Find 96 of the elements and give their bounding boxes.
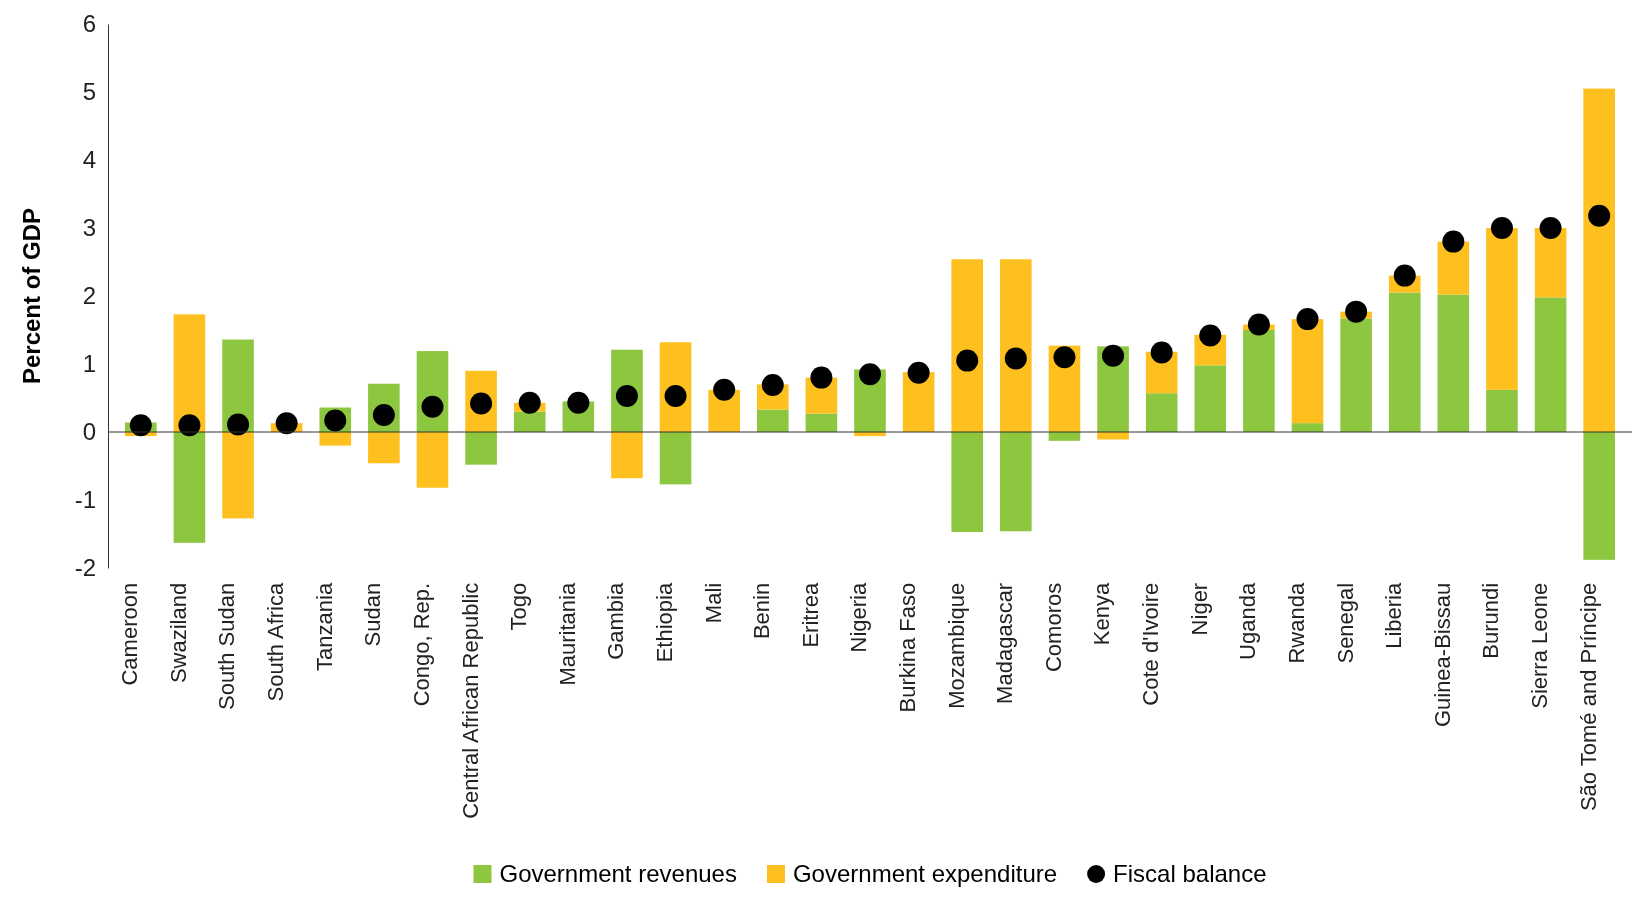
- point: [810, 366, 833, 389]
- bar: [1388, 292, 1421, 432]
- x-tick-label: Guinea-Bissau: [1429, 582, 1455, 728]
- x-tick-label: Cote d'Ivoire: [1138, 582, 1164, 706]
- bar: [513, 411, 546, 432]
- bar: [1000, 259, 1032, 432]
- y-tick-label: 3: [82, 214, 96, 242]
- point: [275, 412, 298, 435]
- bar: [416, 432, 449, 488]
- x-tick-label: Rwanda: [1283, 582, 1309, 664]
- x-tick-label: Tanzania: [311, 582, 337, 671]
- y-tick-label: 5: [82, 78, 96, 106]
- x-tick-label: Burundi: [1478, 582, 1504, 659]
- x-tick-label: Mozambique: [943, 582, 969, 709]
- point: [1102, 344, 1125, 367]
- point: [1053, 346, 1076, 369]
- x-tick-label: Kenya: [1089, 582, 1115, 646]
- y-axis-title: Percent of GDP: [18, 207, 45, 385]
- x-tick-label: Togo: [506, 582, 532, 631]
- point: [227, 413, 250, 436]
- bar: [1583, 432, 1615, 560]
- x-tick-label: Eritrea: [797, 582, 823, 648]
- x-tick-label: South Africa: [263, 582, 289, 702]
- bar: [1486, 228, 1518, 390]
- point: [1004, 347, 1027, 370]
- x-tick-label: Swaziland: [165, 582, 191, 684]
- point: [956, 349, 979, 372]
- y-tick-label: 0: [82, 418, 96, 446]
- bar: [756, 409, 789, 432]
- y-tick-label: -2: [74, 554, 96, 582]
- x-tick-label: Sierra Leone: [1526, 582, 1552, 709]
- bar: [1145, 393, 1178, 432]
- y-tick-label: 6: [82, 10, 96, 38]
- point: [1393, 264, 1416, 287]
- point: [1296, 308, 1319, 331]
- point: [567, 391, 590, 414]
- y-tick-label: 4: [82, 146, 96, 174]
- y-tick-label: 1: [82, 350, 96, 378]
- bar: [805, 413, 838, 432]
- point: [178, 414, 201, 437]
- point: [713, 378, 736, 401]
- bar: [951, 259, 984, 432]
- x-tick-label: Comoros: [1040, 582, 1066, 673]
- bar: [1340, 318, 1372, 432]
- x-tick-label: Senegal: [1332, 582, 1358, 664]
- point: [1247, 313, 1270, 336]
- x-tick-label: Gambia: [603, 582, 629, 660]
- x-tick-label: Niger: [1186, 582, 1212, 636]
- x-tick-label: Uganda: [1235, 582, 1261, 660]
- bar: [465, 432, 497, 465]
- legend-label: Government expenditure: [792, 860, 1058, 887]
- bar: [1291, 319, 1324, 424]
- x-tick-label: South Sudan: [214, 582, 240, 711]
- x-tick-label: Benin: [749, 582, 775, 640]
- bar: [611, 432, 643, 479]
- point: [1345, 300, 1368, 323]
- bar: [173, 432, 206, 543]
- x-tick-label: Central African Republic: [457, 582, 483, 819]
- legend-label: Fiscal balance: [1113, 860, 1267, 887]
- y-tick-label: -1: [74, 486, 96, 514]
- bar: [319, 432, 352, 446]
- point: [518, 391, 541, 414]
- bar: [951, 432, 984, 532]
- x-tick-label: Cameroon: [117, 582, 143, 686]
- point: [1539, 217, 1562, 239]
- point: [1150, 341, 1173, 364]
- x-tick-label: São Tomé and Príncipe: [1575, 582, 1601, 812]
- point: [1490, 217, 1513, 239]
- point: [907, 361, 930, 384]
- point: [859, 363, 881, 386]
- x-tick-label: Madagascar: [992, 582, 1018, 704]
- bar: [659, 432, 692, 485]
- point: [1442, 230, 1465, 253]
- point: [421, 395, 444, 418]
- bar: [1583, 88, 1615, 432]
- bar: [1534, 297, 1567, 432]
- point: [1588, 204, 1611, 227]
- x-tick-label: Mali: [700, 582, 726, 624]
- point: [129, 414, 152, 437]
- bar: [1000, 432, 1032, 532]
- x-tick-label: Congo, Rep.: [408, 582, 434, 707]
- bar: [1243, 330, 1275, 432]
- x-tick-label: Nigeria: [846, 582, 872, 653]
- bar: [222, 432, 254, 519]
- bar: [1486, 389, 1518, 432]
- legend-label: Government revenues: [499, 860, 737, 887]
- x-tick-label: Mauritania: [554, 582, 580, 686]
- bar: [1194, 365, 1227, 432]
- x-tick-label: Sudan: [360, 582, 386, 647]
- point: [1199, 324, 1222, 347]
- x-tick-label: Burkina Faso: [895, 582, 921, 713]
- bar: [368, 432, 400, 464]
- bar: [1437, 294, 1470, 432]
- y-tick-label: 2: [82, 282, 96, 310]
- x-tick-label: Ethiopia: [651, 582, 677, 663]
- x-tick-label: Liberia: [1381, 582, 1407, 649]
